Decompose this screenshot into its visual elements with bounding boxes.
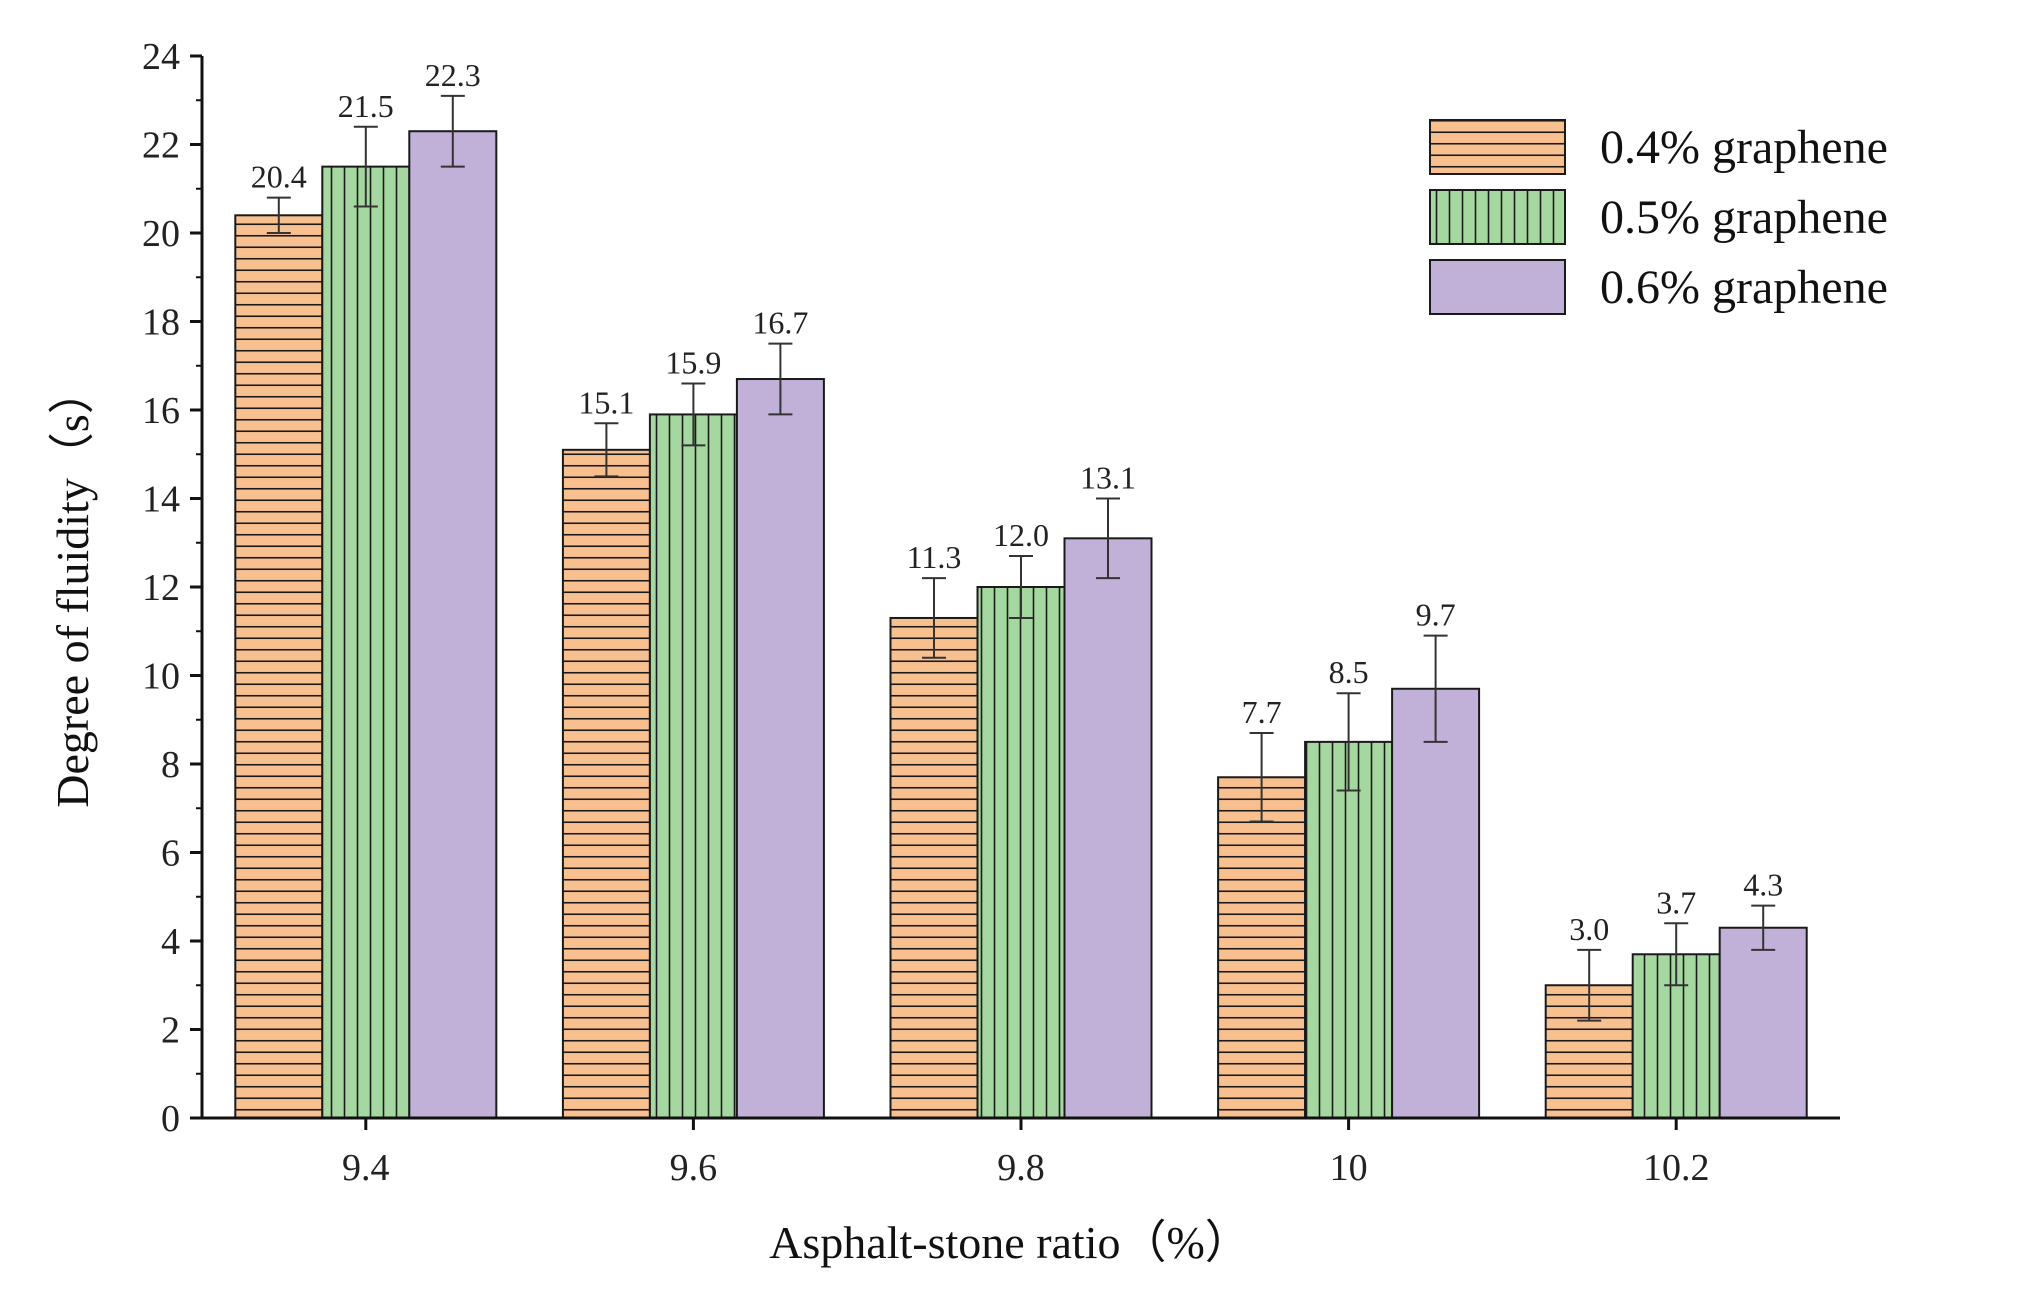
data-label: 8.5 xyxy=(1329,654,1369,690)
bar-series-3-9.8 xyxy=(1063,537,1153,1119)
data-labels-layer: 20.4 21.5 22.3 15.1 15.9 16.7 11.3 12.0 13.1 7.7 8… xyxy=(251,57,1783,947)
legend-label-series-1: 0.4% graphene xyxy=(1600,121,1888,174)
data-label: 16.7 xyxy=(752,305,808,341)
y-tick-label: 0 xyxy=(161,1098,180,1140)
data-label: 3.0 xyxy=(1569,911,1609,947)
y-tick-label: 2 xyxy=(161,1010,180,1052)
data-label: 15.9 xyxy=(665,344,721,380)
bar-series-1-9.6 xyxy=(561,448,651,1119)
error-bars-layer xyxy=(266,94,1776,1022)
y-tick-label: 20 xyxy=(142,213,180,255)
bar-series-1-10 xyxy=(1217,776,1307,1120)
bar-series-2-9.4 xyxy=(321,165,411,1119)
y-tick-label: 22 xyxy=(142,125,180,167)
y-tick-label: 14 xyxy=(142,479,180,521)
data-label: 13.1 xyxy=(1080,460,1136,496)
x-tick-label: 9.6 xyxy=(670,1147,718,1189)
data-label: 20.4 xyxy=(251,159,307,195)
legend-swatch-series-3 xyxy=(1429,259,1566,315)
y-tick-label: 6 xyxy=(161,833,180,875)
bars-layer xyxy=(234,130,1808,1120)
y-axis-title: Degree of fluidity（s） xyxy=(47,368,98,807)
data-label: 15.1 xyxy=(578,384,634,420)
x-ticks: 9.4 9.6 9.8 10 10.2 xyxy=(342,1118,1709,1189)
y-tick-label: 24 xyxy=(142,36,180,78)
legend-swatch-series-2 xyxy=(1429,189,1566,245)
x-tick-label: 9.8 xyxy=(997,1147,1045,1189)
legend-swatch-series-1 xyxy=(1429,119,1566,175)
bar-series-3-10.2 xyxy=(1718,926,1808,1119)
y-tick-label: 18 xyxy=(142,302,180,344)
data-label: 21.5 xyxy=(338,88,394,124)
legend-label-series-2: 0.5% graphene xyxy=(1600,191,1888,244)
bar-series-3-9.4 xyxy=(408,130,498,1120)
bar-series-3-10 xyxy=(1391,687,1481,1120)
data-label: 22.3 xyxy=(425,57,481,93)
data-label: 4.3 xyxy=(1743,867,1783,903)
y-tick-label: 4 xyxy=(161,921,180,963)
bar-series-3-9.6 xyxy=(735,378,825,1119)
legend: 0.4% graphene 0.5% graphene 0.6% graphene xyxy=(1429,119,1888,315)
y-tick-label: 8 xyxy=(161,744,180,786)
bar-series-2-9.8 xyxy=(976,586,1066,1119)
bar-series-1-9.8 xyxy=(889,616,979,1119)
data-label: 9.7 xyxy=(1416,597,1456,633)
x-axis-title: Asphalt-stone ratio（%） xyxy=(769,1217,1251,1268)
y-tick-label: 12 xyxy=(142,567,180,609)
x-tick-label: 10 xyxy=(1330,1147,1368,1189)
data-label: 3.7 xyxy=(1656,884,1696,920)
bar-series-2-10 xyxy=(1304,740,1394,1119)
x-tick-label: 9.4 xyxy=(342,1147,390,1189)
bar-series-1-9.4 xyxy=(234,214,324,1120)
legend-label-series-3: 0.6% graphene xyxy=(1600,261,1888,314)
data-label: 7.7 xyxy=(1242,694,1282,730)
bar-series-2-9.6 xyxy=(648,413,738,1119)
x-tick-label: 10.2 xyxy=(1643,1147,1710,1189)
data-label: 11.3 xyxy=(907,539,962,575)
data-label: 12.0 xyxy=(993,517,1049,553)
y-tick-label: 10 xyxy=(142,656,180,698)
y-tick-label: 16 xyxy=(142,390,180,432)
